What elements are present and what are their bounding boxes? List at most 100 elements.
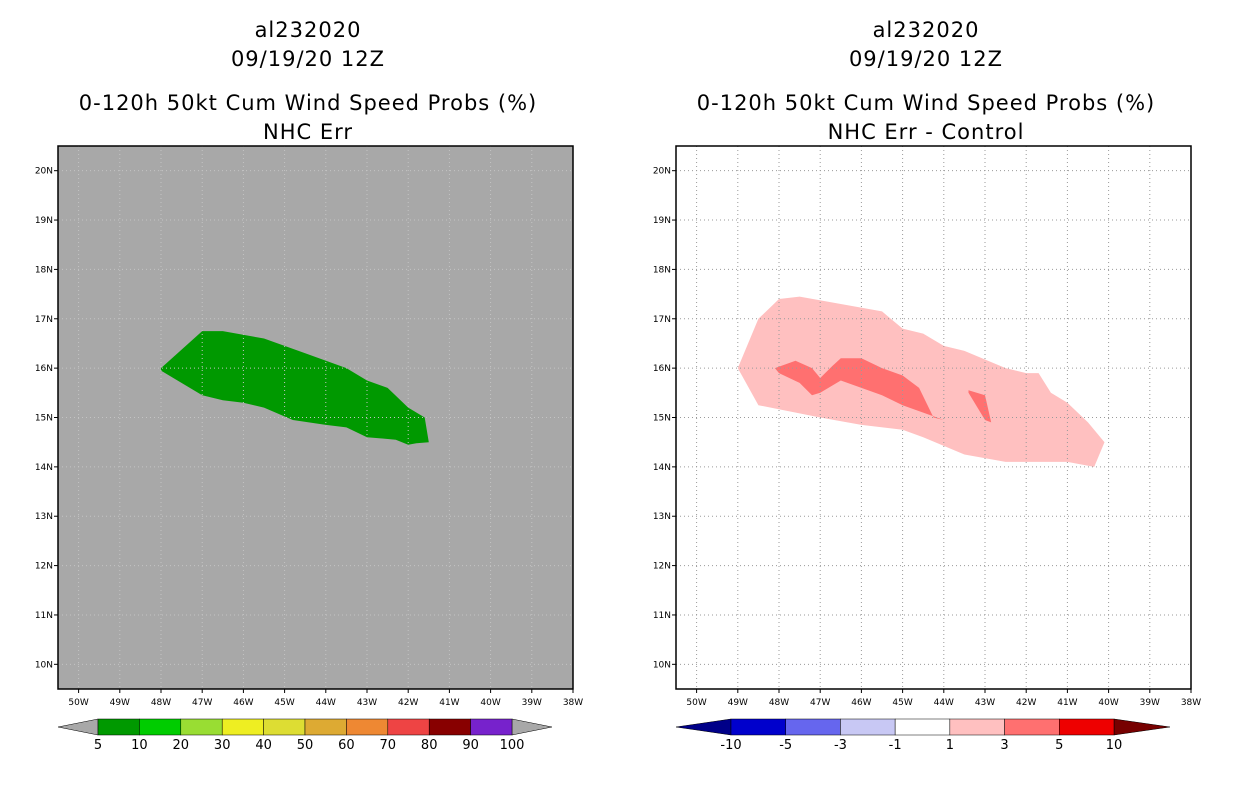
y-tick-label: 18N xyxy=(653,265,671,275)
colorbar-swatch xyxy=(730,718,786,736)
right-datetime: 09/19/20 12Z xyxy=(849,47,1003,71)
colorbar-label: 80 xyxy=(421,738,438,753)
colorbar-lower-arrow xyxy=(675,718,732,736)
right-title-line1: 0-120h 50kt Cum Wind Speed Probs (%) xyxy=(697,91,1155,115)
region-prob-5-10 xyxy=(161,331,429,445)
x-tick-label: 39W xyxy=(1140,698,1160,708)
x-tick-label: 38W xyxy=(1181,698,1201,708)
colorbar-swatch xyxy=(894,718,951,736)
y-tick-label: 13N xyxy=(35,512,53,522)
x-tick-label: 49W xyxy=(110,698,130,708)
right-title-line2: NHC Err - Control xyxy=(828,120,1025,144)
colorbar-swatch xyxy=(428,718,471,736)
colorbar-lower-arrow xyxy=(57,718,99,736)
x-tick-label: 38W xyxy=(563,698,583,708)
y-tick-label: 10N xyxy=(35,660,53,670)
colorbar-label: -10 xyxy=(720,738,741,753)
colorbar-swatch xyxy=(139,718,182,736)
colorbar-upper-arrow xyxy=(511,718,553,736)
left-map-plot: 50W 49W 48W 47W 46W 45W 44W 43W 42W 41W 40W 39W 38W 1… xyxy=(35,145,583,708)
colorbar-label: 90 xyxy=(462,738,479,753)
right-storm-id: al232020 xyxy=(873,18,980,42)
y-tick-label: 12N xyxy=(653,562,671,572)
colorbar-swatch xyxy=(263,718,306,736)
y-tick-label: 18N xyxy=(35,265,53,275)
y-tick-label: 17N xyxy=(653,315,671,325)
x-tick-label: 44W xyxy=(934,698,954,708)
colorbar-label: 40 xyxy=(255,738,272,753)
left-title-line2: NHC Err xyxy=(263,120,353,144)
colorbar-label: 30 xyxy=(214,738,231,753)
x-tick-label: 50W xyxy=(686,698,706,708)
y-tick-label: 20N xyxy=(35,167,53,177)
y-tick-label: 19N xyxy=(35,216,53,226)
x-tick-label: 47W xyxy=(192,698,212,708)
colorbar-label: 20 xyxy=(173,738,190,753)
x-tick-label: 42W xyxy=(398,698,418,708)
y-tick-label: 14N xyxy=(653,463,671,473)
y-tick-label: 15N xyxy=(653,414,671,424)
y-tick-label: 19N xyxy=(653,216,671,226)
colorbar-swatch xyxy=(387,718,430,736)
colorbar-label: -3 xyxy=(834,738,847,753)
x-tick-label: 41W xyxy=(1057,698,1077,708)
left-colorbar: 5 10 20 30 40 50 60 70 80 90 100 xyxy=(57,718,553,753)
x-tick-label: 47W xyxy=(810,698,830,708)
x-tick-label: 49W xyxy=(728,698,748,708)
x-tick-label: 44W xyxy=(316,698,336,708)
x-tick-label: 43W xyxy=(975,698,995,708)
x-tick-label: 40W xyxy=(1098,698,1118,708)
x-tick-label: 41W xyxy=(439,698,459,708)
region-diff-1-3 xyxy=(737,296,1105,467)
y-tick-label: 16N xyxy=(653,364,671,374)
y-tick-label: 16N xyxy=(35,364,53,374)
colorbar-swatch xyxy=(180,718,223,736)
x-tick-label: 40W xyxy=(480,698,500,708)
colorbar-label: -1 xyxy=(889,738,902,753)
y-tick-label: 20N xyxy=(653,167,671,177)
colorbar-label: 1 xyxy=(946,738,954,753)
x-tick-label: 50W xyxy=(68,698,88,708)
colorbar-label: 10 xyxy=(1106,738,1123,753)
region-diff-3-5-main xyxy=(774,358,944,420)
colorbar-swatch xyxy=(949,718,1005,736)
colorbar-label: 100 xyxy=(500,738,525,753)
x-tick-label: 39W xyxy=(522,698,542,708)
colorbar-swatch xyxy=(304,718,347,736)
colorbar-swatch xyxy=(1059,718,1115,736)
colorbar-label: 3 xyxy=(1000,738,1008,753)
y-tick-label: 11N xyxy=(653,611,671,621)
right-map-plot: 50W 49W 48W 47W 46W 45W 44W 43W 42W 41W 40W 39W 38W 1… xyxy=(653,145,1201,708)
left-title-line1: 0-120h 50kt Cum Wind Speed Probs (%) xyxy=(79,91,537,115)
y-tick-label: 10N xyxy=(653,660,671,670)
colorbar-label: 60 xyxy=(338,738,355,753)
x-tick-label: 45W xyxy=(892,698,912,708)
colorbar-swatch xyxy=(221,718,264,736)
colorbar-label: 5 xyxy=(1055,738,1063,753)
x-tick-label: 46W xyxy=(851,698,871,708)
y-tick-label: 15N xyxy=(35,414,53,424)
colorbar-label: 50 xyxy=(297,738,314,753)
colorbar-label: 10 xyxy=(131,738,148,753)
colorbar-label: -5 xyxy=(779,738,792,753)
x-tick-label: 43W xyxy=(357,698,377,708)
x-tick-label: 45W xyxy=(274,698,294,708)
colorbar-swatch xyxy=(470,718,513,736)
colorbar-swatch xyxy=(346,718,389,736)
y-tick-label: 13N xyxy=(653,512,671,522)
colorbar-upper-arrow xyxy=(1113,718,1171,736)
colorbar-swatch xyxy=(97,718,140,736)
colorbar-swatch xyxy=(840,718,896,736)
left-datetime: 09/19/20 12Z xyxy=(231,47,385,71)
x-tick-label: 48W xyxy=(769,698,789,708)
region-diff-3-5-small xyxy=(968,390,992,423)
x-tick-label: 48W xyxy=(151,698,171,708)
y-tick-label: 11N xyxy=(35,611,53,621)
right-colorbar: -10 -5 -3 -1 1 3 5 10 xyxy=(675,718,1171,753)
colorbar-swatch xyxy=(1004,718,1060,736)
left-storm-id: al232020 xyxy=(255,18,362,42)
y-tick-label: 17N xyxy=(35,315,53,325)
colorbar-swatch xyxy=(785,718,841,736)
y-tick-label: 14N xyxy=(35,463,53,473)
